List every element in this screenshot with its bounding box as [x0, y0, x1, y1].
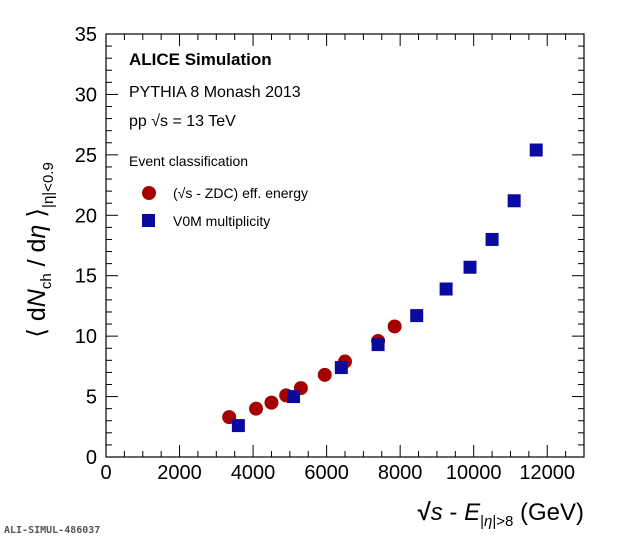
data-point-v0m — [410, 309, 424, 323]
data-point-zdc — [317, 367, 332, 382]
data-point-zdc — [264, 395, 279, 410]
y-tick-label: 20 — [75, 205, 97, 227]
y-tick-label: 30 — [75, 84, 97, 106]
annotation-title: ALICE Simulation — [129, 50, 272, 69]
data-point-v0m — [334, 361, 348, 375]
y-tick-label: 10 — [75, 326, 97, 348]
annotation-system: pp √s = 13 TeV — [129, 113, 236, 130]
annotation-generator: PYTHIA 8 Monash 2013 — [129, 84, 301, 101]
data-point-v0m — [287, 390, 301, 404]
data-point-zdc — [387, 319, 402, 334]
x-tick-label: 10000 — [446, 462, 502, 484]
x-tick-label: 0 — [100, 462, 111, 484]
data-point-v0m — [439, 282, 453, 296]
data-point-v0m — [371, 338, 385, 352]
data-point-v0m — [231, 419, 245, 433]
legend-marker-circle — [142, 186, 156, 200]
data-point-v0m — [463, 260, 477, 274]
y-tick-label: 5 — [86, 387, 97, 409]
y-tick-label: 15 — [75, 266, 97, 288]
y-axis-label: ⟨ dNch / dη ⟩|η|<0.9 — [23, 162, 57, 338]
legend-header: Event classification — [129, 153, 248, 169]
data-point-zdc — [249, 401, 264, 416]
x-tick-label: 6000 — [304, 462, 349, 484]
y-tick-label: 35 — [75, 24, 97, 46]
x-axis-label: √s - E|η|>8 (GeV) — [418, 499, 584, 530]
x-tick-label: 2000 — [157, 462, 202, 484]
y-tick-label: 0 — [86, 447, 97, 469]
legend-label-zdc: (√s - ZDC) eff. energy — [173, 185, 308, 201]
x-tick-label: 8000 — [378, 462, 423, 484]
x-tick-label: 4000 — [231, 462, 276, 484]
figure-id: ALI-SIMUL-486037 — [4, 525, 101, 536]
data-point-v0m — [485, 232, 499, 246]
data-point-v0m — [529, 143, 543, 157]
data-point-v0m — [507, 194, 521, 208]
legend-marker-square — [142, 214, 155, 227]
legend-label-v0m: V0M multiplicity — [173, 213, 270, 229]
x-tick-label: 12000 — [519, 462, 575, 484]
y-tick-label: 25 — [75, 145, 97, 167]
